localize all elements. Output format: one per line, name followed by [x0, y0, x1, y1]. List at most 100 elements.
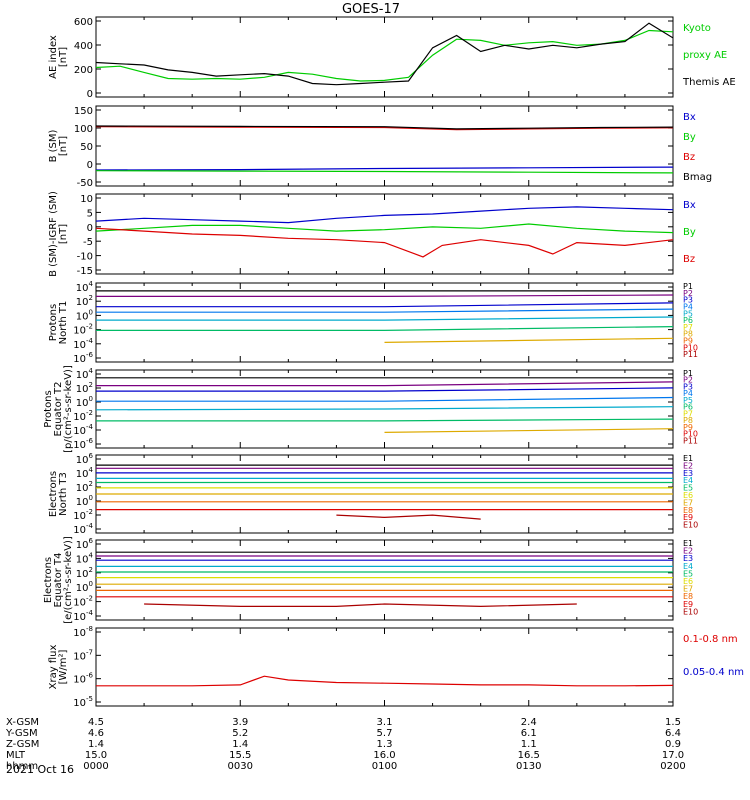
panel-3: 10 5 0 -5 -10 -15 B (SM)-IGRF (SM)[nT] Bx By Bz — [48, 191, 696, 277]
time-axis-value: 1.5 — [665, 717, 681, 728]
series-group — [96, 22, 673, 86]
series-line-p2 — [96, 381, 673, 387]
legend-entry: P7 — [683, 323, 693, 332]
y-axis-label-line: [e/(cm²-s-sr-keV)] — [63, 536, 74, 624]
time-axis-value: 15.5 — [229, 750, 251, 761]
legend-entry: P5 — [683, 396, 693, 405]
time-axis-value: 1.4 — [88, 739, 104, 750]
y-tick-label: 100 — [76, 308, 93, 322]
time-axis-value: 0000 — [83, 761, 108, 772]
y-axis-label-line: [W/m²] — [58, 649, 69, 684]
legend-entry: P8 — [683, 416, 693, 425]
y-axis-label-line: Xray flux — [48, 645, 59, 690]
time-axis-value: 0130 — [516, 761, 541, 772]
y-axis-label: ElectronsEquator T4[e/(cm²-s-sr-keV)] — [43, 536, 74, 624]
y-tick-label: 10-4 — [73, 423, 93, 437]
legend-entry: E10 — [683, 521, 698, 530]
series-line-bx — [96, 206, 673, 224]
legend-entry: Bx — [683, 200, 696, 211]
legend-entry: Themis AE — [682, 77, 736, 88]
time-axis-row-label: X-GSM — [6, 717, 39, 728]
y-tick-label: 0 — [87, 89, 93, 100]
legend-entry: E7 — [683, 585, 693, 594]
series-line-bz — [96, 227, 673, 258]
y-axis-label: B (SM)-IGRF (SM)[nT] — [48, 191, 69, 277]
y-axis-label-line: North T3 — [58, 472, 69, 516]
y-tick-label: 106 — [76, 452, 94, 466]
legend-entry: P9 — [683, 423, 693, 432]
legend-entry: E5 — [683, 569, 693, 578]
y-tick-label: 102 — [76, 381, 93, 395]
legend-entry: P1 — [683, 369, 693, 378]
y-tick-label: 600 — [74, 17, 93, 28]
y-tick-label: 104 — [76, 367, 94, 381]
series-group — [96, 551, 673, 608]
series-line-by — [96, 223, 673, 234]
y-tick-label: 10 — [80, 194, 93, 205]
legend-entry: P2 — [683, 376, 693, 385]
legend-entry: E9 — [683, 600, 693, 609]
y-axis-label-line: North T1 — [58, 301, 69, 345]
legend-entry: Bz — [683, 254, 695, 265]
time-axis-value: 1.1 — [521, 739, 537, 750]
y-axis-label-line: Protons — [48, 304, 59, 341]
y-tick-label: 150 — [74, 106, 93, 117]
legend-entry: P8 — [683, 330, 693, 339]
y-axis-label-line: Equator T4 — [53, 553, 64, 608]
legend-entry: E4 — [683, 562, 693, 571]
legend-entry: P1 — [683, 282, 693, 291]
legend-entry: P10 — [683, 343, 698, 352]
time-axis-value: 16.0 — [373, 750, 395, 761]
y-tick-label: 102 — [76, 566, 93, 580]
y-tick-label: 50 — [80, 142, 93, 153]
legend-entry: By — [683, 132, 696, 143]
legend-entry: E6 — [683, 491, 693, 500]
legend-entry: P6 — [683, 403, 693, 412]
y-tick-label: 10-6 — [73, 351, 93, 365]
legend-entry: proxy AE — [683, 50, 727, 61]
y-tick-label: 10-4 — [73, 337, 93, 351]
panel-2: 150 100 50 0 -50 B (SM)[nT] Bx By Bz Bmag — [48, 105, 712, 189]
legend-entry: E10 — [683, 607, 698, 616]
series-group — [96, 290, 673, 343]
y-axis-label-line: [p/(cm²-s-sr-keV)] — [63, 365, 74, 453]
y-axis-label-line: [nT] — [58, 224, 69, 244]
legend-entry: E7 — [683, 498, 693, 507]
series-group — [96, 675, 673, 687]
y-tick-label: 0 — [87, 160, 93, 171]
time-axis-value: 15.0 — [85, 750, 107, 761]
time-axis-value: 0.9 — [665, 739, 681, 750]
legend-entry: E2 — [683, 547, 693, 556]
y-tick-label: 0 — [87, 223, 93, 234]
y-tick-label: 10-2 — [73, 508, 93, 522]
time-axis-value: 16.5 — [518, 750, 540, 761]
legend-entry: E5 — [683, 484, 693, 493]
legend-entry: E2 — [683, 461, 693, 470]
panel-frame — [95, 627, 674, 707]
y-tick-label: -5 — [83, 237, 93, 248]
figure-title: GOES-17 — [342, 2, 400, 17]
time-axis-value: 5.7 — [377, 728, 393, 739]
legend-entry: P3 — [683, 296, 693, 305]
y-tick-label: 10-5 — [73, 695, 93, 709]
time-axis-value: 1.3 — [377, 739, 393, 750]
y-axis-label-line: [nT] — [58, 136, 69, 156]
y-axis-label: ElectronsNorth T3 — [48, 471, 69, 517]
date-label: 2021 Oct 16 — [6, 763, 74, 776]
panel-frame — [95, 105, 674, 187]
legend-entry: 0.05-0.4 nm — [683, 667, 744, 678]
series-line-p4 — [96, 308, 673, 313]
legend-entry: E3 — [683, 554, 693, 563]
time-axis-value: 0030 — [228, 761, 253, 772]
legend-entry: P4 — [683, 302, 693, 311]
time-axis-value: 6.4 — [665, 728, 681, 739]
time-axis-value: 2.4 — [521, 717, 537, 728]
y-axis-label-line: Electrons — [48, 471, 59, 517]
time-axis-row-label: Z-GSM — [6, 739, 39, 750]
panel-frame — [95, 16, 674, 98]
legend-entry: Kyoto — [683, 23, 711, 34]
series-line-p3 — [96, 302, 673, 308]
time-axis-footer: X-GSMY-GSMZ-GSMMLThhmm4.54.61.415.000003… — [5, 717, 686, 772]
time-axis-value: 6.1 — [521, 728, 537, 739]
